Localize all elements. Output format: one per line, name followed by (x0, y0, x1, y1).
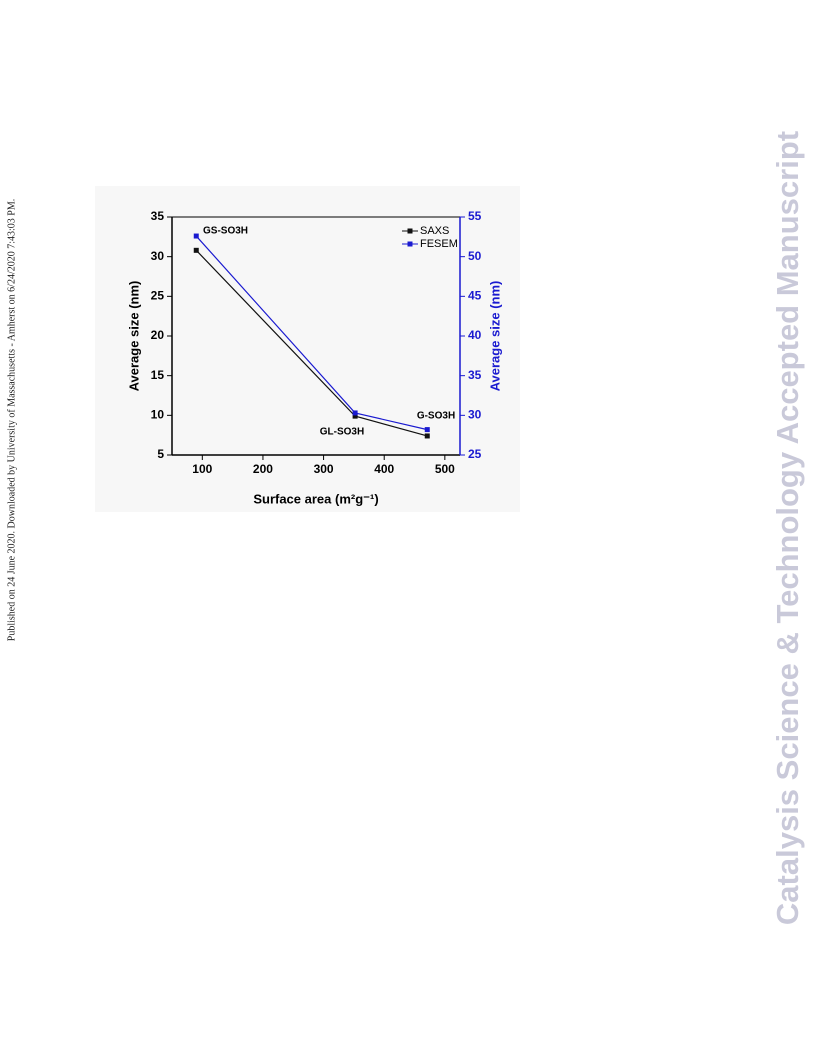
y-tick-label: 5 (157, 447, 164, 461)
y-tick-label: 30 (151, 249, 165, 263)
data-point (424, 427, 430, 433)
y-tick-label: 10 (151, 408, 165, 422)
data-point (424, 433, 430, 439)
y2-tick-label: 25 (468, 447, 482, 461)
annotation: G-SO3H (417, 411, 455, 422)
y2-tick-label: 45 (468, 289, 482, 303)
y2-tick-label: 30 (468, 408, 482, 422)
y-tick-label: 35 (151, 209, 165, 223)
data-point (193, 233, 199, 239)
y2-tick-label: 40 (468, 328, 482, 342)
watermark: Catalysis Science & Technology Accepted … (770, 131, 805, 925)
annotation: GL-SO3H (320, 427, 364, 438)
data-point (352, 413, 358, 419)
data-point (352, 410, 358, 416)
legend-label: FESEM (420, 238, 458, 250)
x-tick-label: 100 (192, 462, 212, 476)
y-axis-label: Average size (nm) (126, 281, 141, 392)
x-tick-label: 200 (253, 462, 273, 476)
x-tick-label: 300 (314, 462, 334, 476)
y-tick-label: 15 (151, 368, 165, 382)
x-axis-label: Surface area (m²g⁻¹) (253, 491, 378, 506)
side-note: Published on 24 June 2020. Downloaded by… (6, 199, 17, 641)
legend-marker (407, 241, 413, 247)
x-tick-label: 500 (435, 462, 455, 476)
annotation: GS-SO3H (203, 226, 248, 237)
y2-tick-label: 50 (468, 249, 482, 263)
legend-label: SAXS (420, 225, 449, 237)
figure-background (95, 186, 520, 512)
y2-tick-label: 55 (468, 209, 482, 223)
y-tick-label: 20 (151, 328, 165, 342)
y2-axis-label: Average size (nm) (487, 281, 502, 392)
legend-marker (407, 228, 413, 234)
x-tick-label: 400 (374, 462, 394, 476)
y-tick-label: 25 (151, 289, 165, 303)
data-point (193, 247, 199, 253)
y2-tick-label: 35 (468, 368, 482, 382)
